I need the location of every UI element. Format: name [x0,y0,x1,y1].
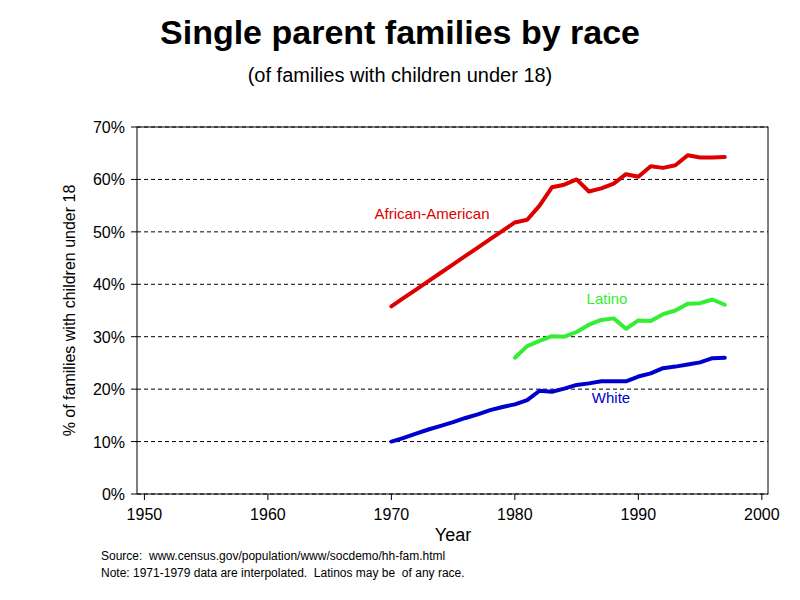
y-tick [131,231,137,232]
grid-line [137,284,768,285]
x-axis-label: Year [435,525,471,545]
x-tick-label: 1990 [621,506,657,523]
series-line [391,358,724,442]
plot-area [391,155,724,441]
grid-line [137,389,768,390]
x-tick-label: 1950 [127,506,163,523]
x-tick-label: 1960 [250,506,286,523]
y-tick-label: 40% [93,276,125,293]
subtitle: (of families with children under 18) [248,64,553,86]
x-tick [761,494,762,500]
grid-line [137,336,768,337]
y-tick [131,389,137,390]
y-tick [131,179,137,180]
x-tick [391,494,392,500]
y-tick-label: 0% [102,486,125,503]
y-tick-label: 70% [93,119,125,136]
x-tick-label: 1970 [374,506,410,523]
grid-line [137,441,768,442]
y-tick [131,127,137,128]
y-tick-label: 30% [93,329,125,346]
series-line [515,299,725,357]
note: Note: 1971-1979 data are interpolated. L… [101,566,465,580]
series-label: African-American [374,205,489,222]
x-tick-label: 1980 [497,506,533,523]
source: Source: www.census.gov/population/www/so… [101,549,445,563]
grid-line [137,179,768,180]
y-tick-label: 50% [93,224,125,241]
x-tick [638,494,639,500]
x-tick [514,494,515,500]
series-label: White [592,389,630,406]
x-tick-label: 2000 [744,506,780,523]
x-tick [267,494,268,500]
series-label: Latino [587,290,628,307]
chart: Single parent families by race (of famili… [0,0,800,600]
y-tick-label: 10% [93,434,125,451]
y-axis-label: % of families with children under 18 [61,185,78,437]
y-tick [131,441,137,442]
grid-line [137,231,768,232]
y-tick-label: 20% [93,381,125,398]
x-tick [144,494,145,500]
plot-frame [137,127,768,494]
title: Single parent families by race [160,13,640,51]
y-tick [131,494,137,495]
y-tick [131,336,137,337]
y-tick [131,284,137,285]
y-tick-label: 60% [93,171,125,188]
series-line [391,155,724,306]
